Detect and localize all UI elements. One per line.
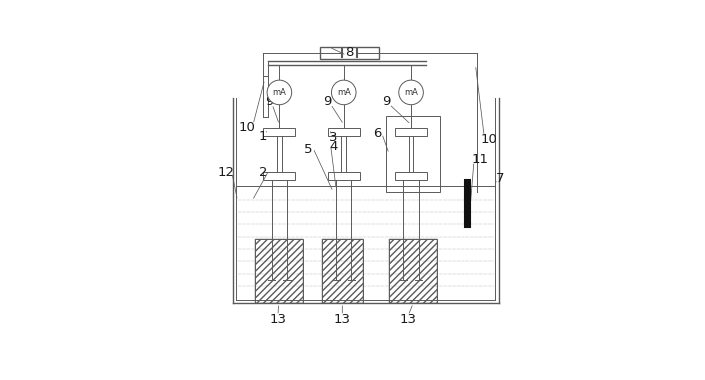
Text: 13: 13 [269, 313, 286, 326]
Bar [263, 172, 295, 180]
Text: 1: 1 [259, 130, 267, 143]
Bar [321, 239, 363, 303]
Bar [395, 128, 427, 136]
Bar [321, 239, 363, 303]
Text: 7: 7 [496, 172, 505, 185]
Text: mA: mA [272, 88, 286, 97]
Bar [320, 47, 379, 59]
Text: 3: 3 [329, 131, 338, 144]
Bar [389, 239, 437, 303]
Bar [255, 239, 302, 303]
Text: 13: 13 [333, 313, 351, 326]
Text: 4: 4 [329, 140, 338, 153]
Text: 10: 10 [480, 133, 497, 146]
Text: 2: 2 [259, 166, 267, 179]
Text: 12: 12 [218, 166, 235, 179]
Bar [255, 239, 302, 303]
Circle shape [331, 80, 356, 105]
Bar [389, 239, 437, 303]
Text: 11: 11 [472, 153, 489, 166]
Text: 9: 9 [265, 95, 274, 108]
Bar [328, 128, 360, 136]
Text: 13: 13 [400, 313, 417, 326]
Bar [395, 172, 427, 180]
Bar [465, 180, 470, 227]
Text: 9: 9 [324, 95, 332, 108]
Text: mA: mA [337, 88, 350, 97]
Text: 5: 5 [305, 143, 313, 156]
Text: 6: 6 [373, 127, 381, 140]
Text: 10: 10 [239, 121, 256, 134]
Bar [328, 172, 360, 180]
Text: mA: mA [404, 88, 418, 97]
Text: 9: 9 [382, 95, 391, 108]
Circle shape [267, 80, 292, 105]
Bar [263, 128, 295, 136]
Bar [386, 116, 441, 192]
Circle shape [399, 80, 423, 105]
Text: 8: 8 [345, 46, 354, 59]
